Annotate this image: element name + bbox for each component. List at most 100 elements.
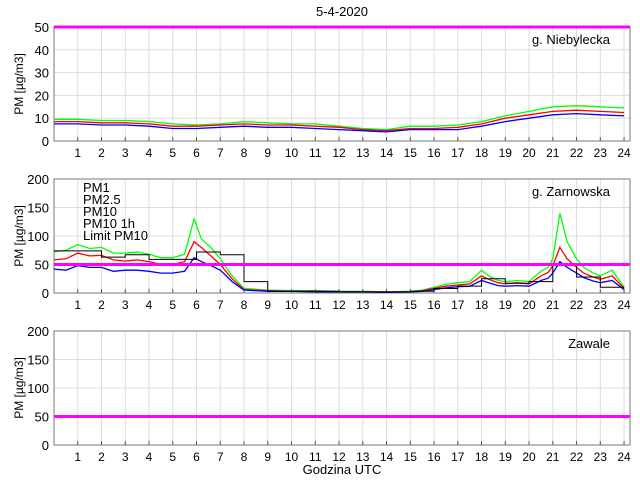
x-tick-label: 12 (332, 298, 346, 312)
panel-2: 1 2 3 4 5 6 7 8 9 10 11 12 13 14 15 16 17 18 19 20 21 22 23 240… (12, 172, 631, 312)
x-tick-label: 22 (570, 146, 584, 160)
panel-1: 1 2 3 4 5 6 7 8 9 10 11 12 13 14 15 16 17 18 19 20 21 22 23 240… (12, 20, 631, 160)
axes-box (53, 178, 631, 294)
x-tick-label: 9 (264, 450, 271, 464)
x-tick-label: 24 (617, 450, 631, 464)
x-tick-label: 16 (427, 450, 441, 464)
x-tick-label: 15 (404, 450, 418, 464)
x-tick-label: 23 (594, 450, 608, 464)
x-tick-label: 17 (451, 450, 465, 464)
chart-title: 5-4-2020 (316, 4, 368, 19)
legend-entry: PM10 1h (83, 216, 135, 231)
x-tick-label: 13 (356, 298, 370, 312)
x-tick-label: 10 (285, 450, 299, 464)
x-tick-label: 19 (499, 450, 513, 464)
x-tick-label: 13 (356, 450, 370, 464)
x-tick-label: 4 (146, 146, 153, 160)
x-tick-label: 13 (356, 146, 370, 160)
y-tick-label: 50 (35, 410, 49, 425)
y-tick-label: 200 (27, 172, 49, 187)
x-axis-label: Godzina UTC (303, 462, 382, 477)
x-tick-label: 11 (309, 298, 322, 312)
y-tick-label: 30 (35, 66, 49, 81)
x-tick-label: 19 (499, 146, 513, 160)
x-tick-label: 5 (169, 146, 176, 160)
x-tick-label: 20 (522, 298, 536, 312)
x-tick-label: 9 (264, 146, 271, 160)
y-tick-label: 10 (35, 111, 49, 126)
x-tick-label: 15 (404, 298, 418, 312)
x-tick-label: 16 (427, 298, 441, 312)
x-tick-label: 2 (98, 450, 105, 464)
series-pm10 (54, 105, 625, 131)
x-tick-label: 20 (522, 450, 536, 464)
x-tick-label: 7 (217, 298, 224, 312)
x-tick-label: 7 (217, 450, 224, 464)
station-label: g. Zarnowska (532, 184, 611, 199)
series-pm10-1h (54, 250, 625, 293)
x-tick-label: 1 (74, 146, 81, 160)
x-tick-label: 3 (122, 298, 129, 312)
x-tick-label: 3 (122, 450, 129, 464)
x-tick-label: 24 (617, 146, 631, 160)
y-axis-label: PM [µg/m3] (12, 357, 26, 419)
y-tick-label: 0 (42, 134, 49, 149)
x-tick-label: 4 (146, 298, 153, 312)
x-tick-label: 23 (594, 298, 608, 312)
y-tick-label: 200 (27, 324, 49, 339)
x-tick-label: 12 (332, 450, 346, 464)
x-tick-label: 2 (98, 146, 105, 160)
y-axis-label: PM [µg/m3] (12, 53, 26, 115)
x-tick-label: 17 (451, 298, 465, 312)
x-tick-label: 16 (427, 146, 441, 160)
x-tick-label: 23 (594, 146, 608, 160)
axes-box (53, 330, 631, 446)
x-tick-label: 6 (193, 146, 200, 160)
x-tick-label: 2 (98, 298, 105, 312)
y-tick-label: 150 (27, 353, 49, 368)
x-tick-label: 11 (309, 450, 322, 464)
y-tick-label: 20 (35, 88, 49, 103)
x-tick-label: 21 (546, 146, 560, 160)
x-tick-label: 6 (193, 298, 200, 312)
x-tick-label: 4 (146, 450, 153, 464)
y-tick-label: 50 (35, 20, 49, 35)
y-axis-label: PM [µg/m3] (12, 205, 26, 267)
x-tick-label: 15 (404, 146, 418, 160)
x-tick-label: 1 (74, 450, 81, 464)
x-tick-label: 9 (264, 298, 271, 312)
series-pm1 (53, 256, 625, 294)
legend-entry: PM10 (83, 204, 117, 219)
legend-entry: PM2.5 (83, 192, 121, 207)
x-tick-label: 10 (285, 298, 299, 312)
x-tick-label: 22 (570, 450, 584, 464)
x-tick-label: 8 (241, 146, 248, 160)
x-tick-label: 18 (475, 450, 489, 464)
x-tick-label: 18 (475, 146, 489, 160)
x-tick-label: 8 (241, 450, 248, 464)
x-tick-label: 11 (309, 146, 322, 160)
x-tick-label: 20 (522, 146, 536, 160)
x-tick-label: 7 (217, 146, 224, 160)
station-label: g. Niebylecka (532, 32, 611, 47)
panel-3: 1 2 3 4 5 6 7 8 9 10 11 12 13 14 15 16 17 18 19 20 21 22 23 240… (12, 324, 631, 464)
x-tick-label: 8 (241, 298, 248, 312)
legend-entry: Limit PM10 (83, 228, 148, 243)
x-tick-label: 18 (475, 298, 489, 312)
series-pm1 (54, 112, 625, 133)
x-tick-label: 6 (193, 450, 200, 464)
y-tick-label: 0 (42, 438, 49, 453)
x-tick-label: 5 (169, 298, 176, 312)
series-pm25 (54, 109, 625, 132)
x-tick-label: 19 (499, 298, 513, 312)
y-tick-label: 0 (42, 286, 49, 301)
legend-entry: PM1 (83, 180, 110, 195)
x-tick-label: 21 (546, 298, 560, 312)
x-tick-label: 14 (380, 450, 394, 464)
y-tick-label: 100 (27, 381, 49, 396)
x-tick-label: 24 (617, 298, 631, 312)
x-tick-label: 1 (74, 298, 81, 312)
y-tick-label: 50 (35, 258, 49, 273)
x-tick-label: 14 (380, 298, 394, 312)
